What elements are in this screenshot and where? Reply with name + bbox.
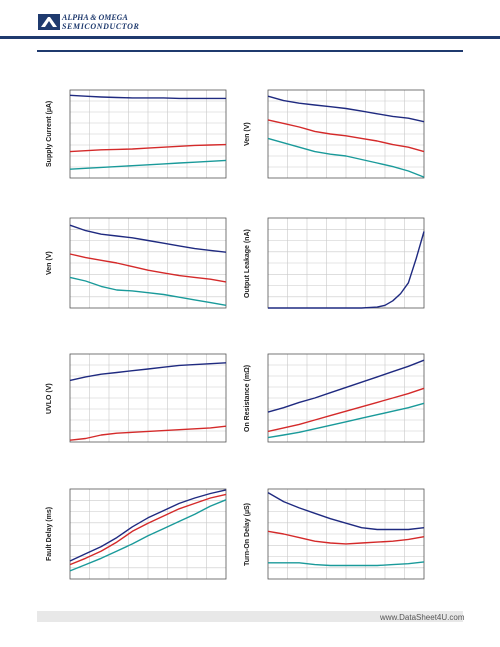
- series-line-1: [69, 94, 226, 100]
- series-line-1: [69, 224, 227, 253]
- y-axis-label: Fault Delay (ms): [46, 506, 53, 561]
- series-line-3: [69, 276, 227, 306]
- chart-output-leakage: [267, 217, 425, 309]
- series-line-1: [268, 231, 425, 309]
- title-rule: [37, 50, 463, 52]
- chart-supply-current: [69, 89, 227, 179]
- series-line-2: [267, 387, 425, 433]
- y-axis-label: Output Leakage (nA): [244, 228, 251, 298]
- company-line-2: SEMICONDUCTOR: [62, 22, 140, 31]
- series-line-2: [69, 493, 227, 566]
- chart-ven-2: [69, 217, 227, 309]
- chart-turn-on-delay: [267, 488, 425, 580]
- series-line-3: [268, 561, 425, 567]
- y-axis-label: On Resistance (mΩ): [244, 364, 251, 432]
- plot-frame: [267, 353, 425, 443]
- series-line-2: [267, 530, 425, 545]
- series-line-3: [69, 499, 227, 572]
- plot-frame: [69, 217, 227, 309]
- series-line-1: [267, 359, 425, 413]
- series-line-2: [267, 119, 425, 153]
- plot-frame: [267, 488, 425, 580]
- plot-frame: [69, 488, 227, 580]
- chart-ven-1: [267, 89, 425, 179]
- header-band: [0, 36, 500, 39]
- series-line-1: [267, 491, 425, 531]
- series-line-3: [267, 137, 425, 178]
- y-axis-label: Ven (V): [46, 251, 53, 275]
- series-line-2: [69, 143, 227, 153]
- series-line-1: [69, 489, 227, 562]
- series-line-3: [69, 159, 227, 170]
- chart-uvlo: [69, 353, 227, 443]
- series-line-2: [69, 253, 227, 283]
- y-axis-label: Turn-On Delay (µS): [244, 502, 251, 566]
- company-name: ALPHA & OMEGA SEMICONDUCTOR: [62, 13, 139, 31]
- plot-frame: [69, 353, 227, 443]
- alpha-omega-logo-icon: [38, 14, 60, 30]
- chart-on-resistance: [267, 353, 425, 443]
- series-line-1: [69, 362, 227, 382]
- series-line-2: [69, 425, 227, 441]
- series-line-3: [267, 402, 425, 439]
- series-line-1: [267, 95, 425, 123]
- plot-frame: [267, 89, 425, 179]
- company-line-1: ALPHA & OMEGA: [62, 13, 128, 22]
- footer-watermark: www.DataSheet4U.com: [380, 613, 465, 622]
- y-axis-label: Supply Current (µA): [46, 100, 53, 167]
- chart-fault-delay: [69, 488, 227, 580]
- page-header: ALPHA & OMEGA SEMICONDUCTOR: [0, 0, 500, 38]
- footer-bar: [37, 611, 463, 622]
- y-axis-label: UVLO (V): [46, 382, 53, 414]
- y-axis-label: Ven (V): [244, 122, 251, 146]
- plot-frame: [69, 89, 227, 179]
